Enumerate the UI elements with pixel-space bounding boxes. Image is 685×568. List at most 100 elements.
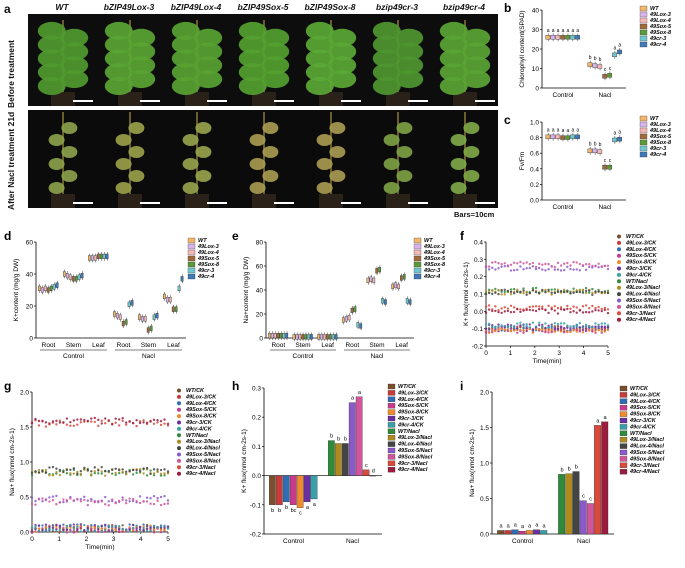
chart-d-legend-swatch xyxy=(187,273,196,280)
chart-b-legend-label: WT xyxy=(650,6,659,12)
chart-g-point xyxy=(135,469,138,472)
chart-f-point xyxy=(528,266,531,270)
chart-d-xtick-label: Root xyxy=(117,342,131,349)
chart-g-point xyxy=(48,527,51,531)
chart-f-point xyxy=(487,291,491,295)
chart-f-xtick-label: 0 xyxy=(484,350,488,357)
chart-e-box xyxy=(270,332,274,339)
chart-g-point xyxy=(79,418,83,421)
chart-b-ylabel: Chlorophyll content(SPAD) xyxy=(519,10,526,87)
before-plant-6-leaf xyxy=(439,49,468,68)
after-plant-0-leaf xyxy=(61,146,78,158)
chart-f-point xyxy=(597,290,600,293)
chart-g-point xyxy=(83,498,86,502)
chart-g-point xyxy=(48,466,51,469)
chart-h-letter: a xyxy=(313,502,317,508)
chart-h-k-flux-bar: h -0.2 -0.1 0.0 0.1 0.2 0.3 K+ flux(nmol cm-2s-… xyxy=(232,379,433,545)
chart-f-point xyxy=(556,306,560,310)
before-scale-bar-0 xyxy=(73,100,93,102)
chart-g-point xyxy=(44,421,48,424)
chart-f-point xyxy=(584,268,588,271)
chart-f-point xyxy=(575,330,578,334)
chart-b-letter: a xyxy=(547,28,550,34)
chart-g-point xyxy=(44,468,48,472)
chart-c-legend-swatch xyxy=(639,115,648,122)
chart-e-box xyxy=(366,277,370,284)
chart-c-legend-swatch xyxy=(639,145,648,152)
before-plant-5-leaf xyxy=(395,70,424,89)
chart-f-point xyxy=(563,326,566,330)
chart-i-letter: b xyxy=(560,467,563,473)
chart-g-point xyxy=(104,422,107,425)
after-plant-1-leaf xyxy=(128,146,145,158)
chart-f-point xyxy=(553,321,557,325)
chart-b-box xyxy=(560,35,566,40)
chart-b-box xyxy=(575,35,580,40)
chart-b-legend-label: 49Lox-4 xyxy=(649,18,671,24)
chart-e-ylabel: Na+content (mg/g DW) xyxy=(243,257,250,324)
chart-h-legend-swatch xyxy=(387,435,396,441)
column-label-6: bzip49cr-4 xyxy=(442,2,486,12)
chart-f-point xyxy=(606,289,610,293)
chart-f-point xyxy=(525,293,528,296)
chart-g-point xyxy=(128,497,131,500)
chart-f-point xyxy=(581,331,585,334)
chart-e-box xyxy=(341,317,345,323)
panel-d-label: d xyxy=(4,229,11,243)
chart-g-legend-label: 49cr-3/Nacl xyxy=(185,465,216,471)
chart-h-legend-label: 49Lox-3/CK xyxy=(397,390,429,396)
chart-b-legend-swatch xyxy=(639,17,648,24)
chart-g-point xyxy=(41,497,44,500)
chart-f-point xyxy=(509,269,513,272)
chart-c-letter: b xyxy=(589,141,592,147)
chart-g-legend-label: 49Lox-3/CK xyxy=(185,394,217,400)
chart-f-point xyxy=(506,325,510,329)
after-plant-3-leaf xyxy=(262,122,279,134)
chart-f-point xyxy=(534,309,538,313)
chart-e-xtick-label: Leaf xyxy=(321,342,334,349)
chart-g-point xyxy=(100,419,103,422)
chart-g-point xyxy=(86,529,89,532)
chart-h-letter: b xyxy=(285,505,288,511)
chart-g-point xyxy=(142,523,145,526)
chart-c-letter: a xyxy=(571,127,574,133)
chart-b-ytick-label: 20 xyxy=(532,47,540,54)
chart-g-point xyxy=(131,529,135,532)
chart-c-legend-label: 49Sox-8 xyxy=(649,140,672,146)
chart-g-point xyxy=(121,468,124,471)
chart-f-point xyxy=(541,328,544,332)
chart-f-point xyxy=(487,328,491,331)
row-label-before: Before treatment xyxy=(6,39,16,108)
before-scale-bar-3 xyxy=(274,100,294,102)
chart-g-point xyxy=(111,472,114,475)
chart-e-box xyxy=(356,322,360,328)
chart-f-point xyxy=(578,262,582,266)
chart-f-point xyxy=(581,328,585,331)
chart-d-box xyxy=(93,255,97,261)
before-scale-bar-2 xyxy=(207,100,227,102)
chart-i-ytick-label: 0.0 xyxy=(480,532,489,539)
chart-f-point xyxy=(512,329,516,332)
chart-g-point xyxy=(159,503,163,507)
chart-g-point xyxy=(83,466,86,470)
chart-f-point xyxy=(503,293,506,296)
chart-g-point xyxy=(114,528,117,532)
chart-f-point xyxy=(487,268,491,271)
chart-h-legend-label: 49cr-3/Nacl xyxy=(397,461,428,467)
chart-d-box xyxy=(113,311,116,317)
chart-f-point xyxy=(584,327,588,330)
chart-g-ytick-label: 0.0 xyxy=(20,530,29,537)
chart-f-point xyxy=(519,308,522,311)
chart-e-box xyxy=(394,282,397,288)
column-label-5: bzip49cr-3 xyxy=(375,2,419,12)
chart-f-ytick-label: 0.4 xyxy=(474,240,483,247)
chart-f-point xyxy=(509,310,513,314)
chart-g-legend-marker xyxy=(177,426,181,431)
chart-i-bar xyxy=(518,531,526,535)
chart-g-point xyxy=(76,470,79,474)
chart-h-legend-swatch xyxy=(387,422,396,428)
chart-f-point xyxy=(594,264,597,268)
chart-i-letter: b xyxy=(568,467,571,473)
chart-f-legend-label: WT/Nacl xyxy=(626,279,648,285)
chart-f-point xyxy=(522,324,525,327)
